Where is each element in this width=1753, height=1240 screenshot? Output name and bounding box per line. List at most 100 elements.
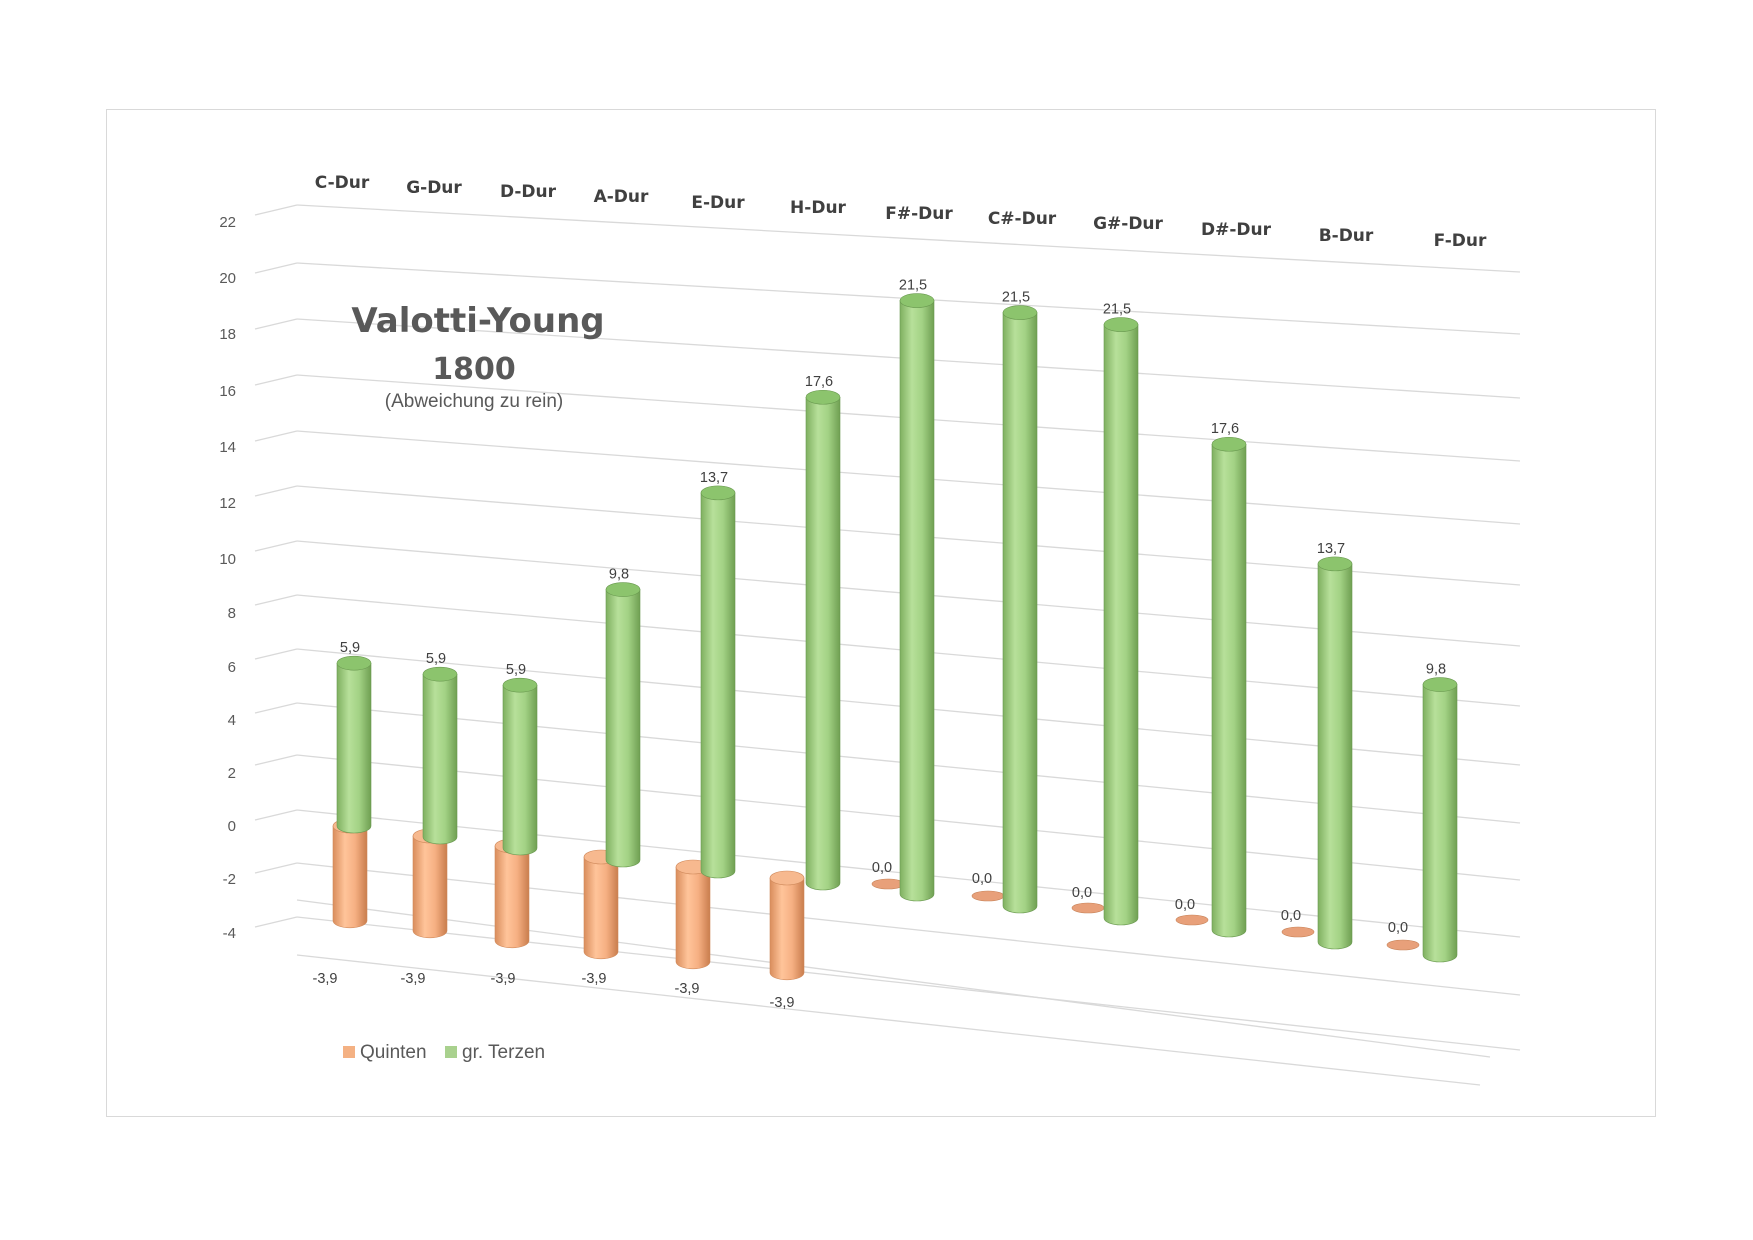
gridline xyxy=(254,648,298,660)
gridline xyxy=(254,702,298,714)
gridline xyxy=(254,916,298,928)
data-label-quinten: -3,9 xyxy=(582,971,607,987)
gridline xyxy=(254,862,298,874)
gridline xyxy=(254,430,298,442)
bar-quinten xyxy=(675,859,711,970)
legend-swatch-quinten xyxy=(343,1046,355,1058)
chart-note: (Abweichung zu rein) xyxy=(385,391,563,412)
bar-quinten xyxy=(494,838,530,949)
category-label: C-Dur xyxy=(315,173,370,193)
data-label-terzen: 9,8 xyxy=(1426,662,1446,678)
category-label: D-Dur xyxy=(500,182,557,202)
category-label: E-Dur xyxy=(691,193,745,213)
data-label-terzen: 17,6 xyxy=(1211,421,1239,437)
data-label-quinten: -3,9 xyxy=(401,971,426,987)
bar-quinten xyxy=(1175,914,1209,926)
data-label-quinten: -3,9 xyxy=(675,981,700,997)
bar-terzen xyxy=(1103,317,1139,926)
data-label-terzen: 17,6 xyxy=(805,374,833,390)
legend-swatch-terzen xyxy=(445,1046,457,1058)
bar-quinten xyxy=(769,870,805,981)
gridline xyxy=(254,485,298,497)
gridline xyxy=(296,899,1491,1058)
bar-terzen xyxy=(1002,305,1038,914)
bar-quinten xyxy=(871,878,905,890)
legend: Quinten gr. Terzen xyxy=(343,1042,545,1063)
data-label-terzen: 13,7 xyxy=(700,470,728,486)
category-label: F-Dur xyxy=(1434,231,1487,251)
y-tick-label: 8 xyxy=(228,605,236,622)
category-label: G-Dur xyxy=(406,178,462,198)
data-label-terzen: 9,8 xyxy=(609,567,629,583)
y-tick-label: 22 xyxy=(219,214,236,231)
gridline xyxy=(254,204,298,216)
data-label-terzen: 5,9 xyxy=(506,662,526,678)
y-tick-label: -2 xyxy=(223,871,236,888)
category-label: B-Dur xyxy=(1319,226,1374,246)
gridline xyxy=(254,809,298,821)
y-tick-label: 18 xyxy=(219,326,236,343)
gridline xyxy=(254,374,298,386)
bar-terzen xyxy=(336,655,372,834)
data-label-terzen: 21,5 xyxy=(899,278,927,294)
data-label-quinten: 0,0 xyxy=(872,860,892,876)
y-tick-label: 4 xyxy=(228,712,236,729)
y-tick-label: -4 xyxy=(223,925,236,942)
data-label-quinten: -3,9 xyxy=(770,995,795,1011)
chart-title: Valotti-Young xyxy=(351,301,604,341)
data-label-quinten: -3,9 xyxy=(491,971,516,987)
legend-label-terzen: gr. Terzen xyxy=(462,1042,545,1063)
bar-quinten xyxy=(332,818,368,929)
bar-terzen xyxy=(700,485,736,879)
bar-terzen xyxy=(1211,436,1247,938)
y-tick-label: 20 xyxy=(219,270,236,287)
bar-terzen xyxy=(605,582,641,868)
data-label-terzen: 21,5 xyxy=(1002,290,1030,306)
data-label-quinten: 0,0 xyxy=(1388,920,1408,936)
category-label: F#-Dur xyxy=(885,204,953,224)
data-label-quinten: -3,9 xyxy=(313,971,338,987)
bar-terzen xyxy=(422,666,458,845)
y-tick-label: 10 xyxy=(219,551,236,568)
y-tick-label: 6 xyxy=(228,659,236,676)
bar-quinten xyxy=(1071,902,1105,914)
gridline xyxy=(254,754,298,766)
gridline xyxy=(296,954,1481,1086)
gridline xyxy=(254,262,298,274)
bar-terzen xyxy=(1317,556,1353,950)
y-tick-label: 12 xyxy=(219,495,236,512)
bar-terzen xyxy=(502,677,538,856)
bar-quinten xyxy=(412,828,448,939)
chart-title-block: Valotti-Young 1800 (Abweichung zu rein) xyxy=(351,301,604,412)
y-tick-label: 2 xyxy=(228,765,236,782)
category-label: C#-Dur xyxy=(988,209,1057,229)
data-label-quinten: 0,0 xyxy=(1072,885,1092,901)
bar-quinten xyxy=(1386,939,1420,951)
y-tick-label: 14 xyxy=(219,439,236,456)
y-tick-label: 16 xyxy=(219,383,236,400)
category-label: D#-Dur xyxy=(1201,220,1272,240)
gridline xyxy=(254,540,298,552)
gridline xyxy=(296,204,1521,273)
category-label: H-Dur xyxy=(790,198,846,218)
data-label-quinten: 0,0 xyxy=(1175,897,1195,913)
data-label-terzen: 5,9 xyxy=(426,651,446,667)
category-label: A-Dur xyxy=(594,187,649,207)
bar-terzen xyxy=(899,293,935,902)
chart-subtitle: 1800 xyxy=(432,352,516,387)
bar-quinten xyxy=(1281,926,1315,938)
y-tick-label: 0 xyxy=(228,818,236,835)
gridline xyxy=(254,318,298,330)
bar-terzen xyxy=(1422,677,1458,963)
gridline xyxy=(254,594,298,606)
legend-label-quinten: Quinten xyxy=(360,1042,427,1063)
data-label-quinten: 0,0 xyxy=(1281,908,1301,924)
data-label-terzen: 5,9 xyxy=(340,640,360,656)
data-label-terzen: 21,5 xyxy=(1103,302,1131,318)
data-label-quinten: 0,0 xyxy=(972,871,992,887)
category-label: G#-Dur xyxy=(1093,214,1163,234)
data-label-terzen: 13,7 xyxy=(1317,541,1345,557)
bar-terzen xyxy=(805,389,841,891)
bar-quinten xyxy=(971,890,1005,902)
